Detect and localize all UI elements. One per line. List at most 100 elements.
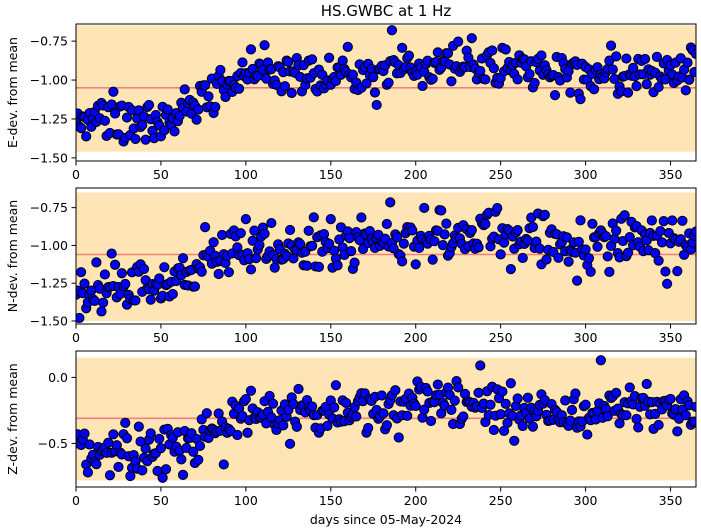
data-point bbox=[407, 225, 418, 236]
data-point bbox=[588, 84, 600, 95]
data-point bbox=[324, 238, 335, 249]
data-point bbox=[660, 74, 671, 85]
data-point bbox=[417, 80, 428, 92]
data-point bbox=[437, 240, 448, 251]
data-point bbox=[176, 454, 187, 465]
data-point bbox=[201, 408, 212, 419]
data-point bbox=[96, 306, 107, 317]
x-tick-label: 0 bbox=[72, 493, 80, 508]
data-point bbox=[259, 228, 270, 239]
data-point bbox=[611, 387, 622, 398]
data-point bbox=[200, 222, 211, 233]
data-point bbox=[245, 264, 257, 275]
data-point bbox=[611, 51, 622, 62]
x-tick-label: 200 bbox=[404, 493, 428, 508]
data-point bbox=[108, 86, 119, 97]
data-point bbox=[566, 404, 578, 416]
data-point bbox=[646, 215, 657, 226]
data-point bbox=[109, 108, 121, 119]
data-point bbox=[371, 99, 382, 111]
data-point bbox=[307, 401, 318, 412]
data-point bbox=[233, 83, 245, 94]
data-point bbox=[393, 432, 404, 443]
data-point bbox=[631, 81, 642, 92]
data-point bbox=[169, 126, 180, 137]
data-point bbox=[157, 472, 168, 483]
data-point bbox=[177, 469, 189, 480]
data-point bbox=[442, 48, 454, 59]
data-point bbox=[505, 264, 516, 275]
data-point bbox=[534, 243, 545, 254]
data-point bbox=[376, 390, 387, 401]
data-point bbox=[307, 54, 318, 65]
data-point bbox=[446, 76, 457, 87]
data-point bbox=[466, 33, 477, 44]
y-tick-label: −1.25 bbox=[30, 111, 68, 126]
data-point bbox=[240, 214, 251, 225]
points-group bbox=[76, 197, 696, 324]
data-point bbox=[155, 443, 167, 454]
data-point bbox=[587, 218, 598, 229]
x-tick-label: 250 bbox=[489, 167, 513, 182]
data-point bbox=[162, 104, 173, 115]
data-point bbox=[179, 84, 190, 95]
data-point bbox=[427, 254, 438, 265]
data-point bbox=[549, 90, 561, 101]
y-axis-label: E-dev. from mean bbox=[5, 37, 20, 148]
data-point bbox=[346, 246, 357, 257]
data-point bbox=[140, 443, 151, 454]
data-point bbox=[254, 239, 265, 251]
data-point bbox=[517, 420, 528, 432]
data-point bbox=[458, 411, 469, 422]
data-point bbox=[682, 57, 693, 68]
data-point bbox=[473, 242, 484, 253]
data-point bbox=[106, 99, 117, 110]
data-point bbox=[223, 267, 234, 278]
data-point bbox=[425, 415, 437, 427]
data-point bbox=[677, 215, 688, 226]
data-point bbox=[600, 231, 612, 242]
data-point bbox=[121, 112, 133, 123]
data-point bbox=[495, 249, 506, 260]
data-point bbox=[337, 55, 348, 66]
data-point bbox=[245, 44, 257, 55]
data-point bbox=[76, 267, 87, 278]
y-tick-label: −1.50 bbox=[30, 150, 68, 165]
x-tick-label: 300 bbox=[574, 493, 598, 508]
data-point bbox=[76, 123, 87, 134]
data-point bbox=[631, 413, 642, 425]
data-point bbox=[480, 218, 491, 230]
data-point bbox=[565, 87, 576, 98]
data-point bbox=[284, 224, 296, 236]
x-tick-label: 350 bbox=[659, 493, 683, 508]
data-point bbox=[245, 385, 257, 396]
data-point bbox=[103, 437, 114, 448]
data-point bbox=[89, 295, 100, 306]
data-point bbox=[427, 73, 438, 84]
data-point bbox=[410, 400, 421, 412]
figure-title: HS.GWBC at 1 Hz bbox=[321, 2, 452, 20]
data-point bbox=[188, 446, 199, 457]
data-point bbox=[82, 467, 93, 478]
x-tick-label: 100 bbox=[234, 330, 258, 345]
data-point bbox=[622, 87, 634, 98]
data-point bbox=[99, 269, 110, 280]
data-point bbox=[342, 41, 353, 52]
points-group bbox=[76, 25, 696, 147]
x-tick-label: 250 bbox=[489, 493, 513, 508]
data-point bbox=[512, 393, 523, 404]
data-point bbox=[91, 257, 102, 268]
data-point bbox=[177, 253, 189, 264]
data-point bbox=[283, 56, 294, 68]
points-group bbox=[76, 355, 696, 483]
panel-2: 0 50 100 150 200 250 300 350 −1.50 −1.25 −1.00 −0.7… bbox=[5, 187, 697, 345]
data-point bbox=[250, 253, 262, 264]
data-point bbox=[480, 74, 491, 85]
data-point bbox=[502, 417, 513, 428]
data-point bbox=[349, 257, 360, 268]
data-point bbox=[369, 87, 381, 98]
data-point bbox=[108, 429, 119, 440]
data-point bbox=[98, 297, 109, 308]
x-tick-label: 350 bbox=[659, 167, 683, 182]
data-point bbox=[585, 266, 596, 277]
